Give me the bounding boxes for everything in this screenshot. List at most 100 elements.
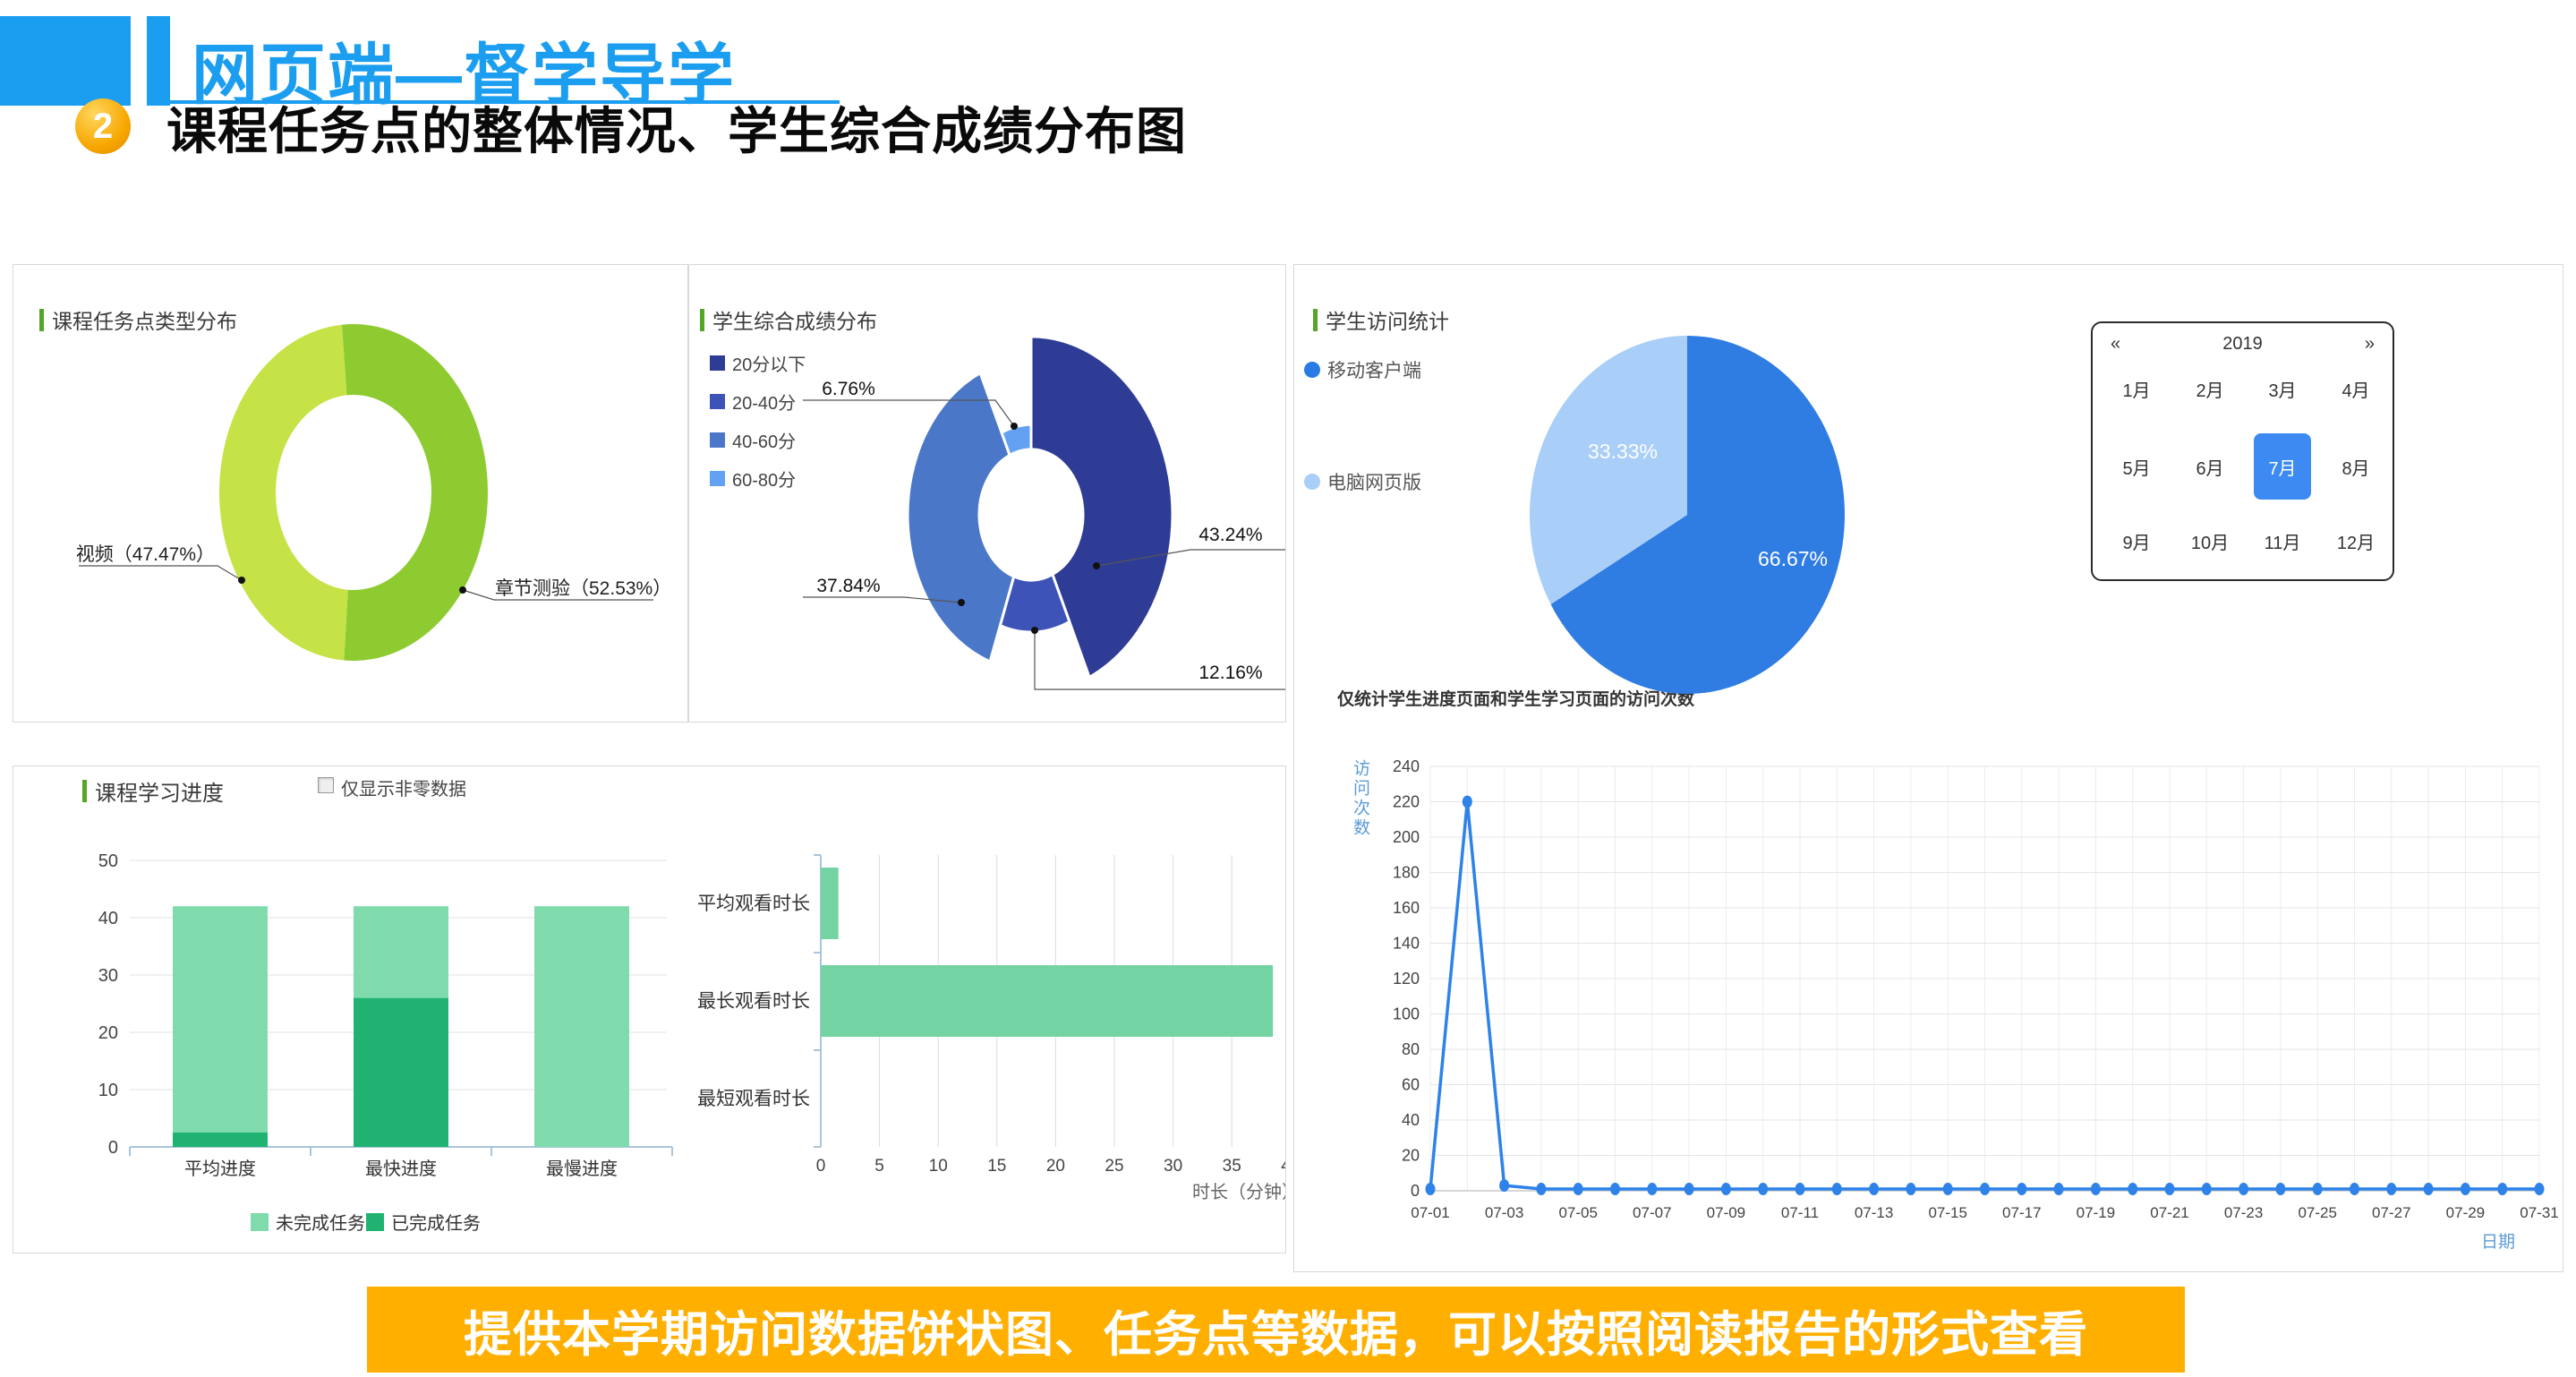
y-tick-label: 0 — [1411, 1182, 1420, 1200]
calendar-month-11月[interactable]: 11月 — [2264, 533, 2301, 553]
data-point-1[interactable] — [1425, 1183, 1436, 1196]
bar-unfinished-最快进度[interactable] — [354, 906, 448, 998]
data-point-11[interactable] — [1795, 1183, 1805, 1196]
legend-finished[interactable]: 已完成任务 — [366, 1209, 481, 1235]
donut-slice-章节测验[interactable] — [341, 323, 489, 661]
calendar-month-6月[interactable]: 6月 — [2196, 458, 2224, 479]
calendar-month-12月[interactable]: 12月 — [2336, 533, 2376, 553]
calendar-prev-icon[interactable]: « — [2111, 334, 2121, 354]
data-point-12[interactable] — [1831, 1183, 1842, 1196]
data-point-29[interactable] — [2460, 1183, 2470, 1196]
data-point-13[interactable] — [1869, 1183, 1880, 1196]
data-point-30[interactable] — [2497, 1183, 2508, 1196]
rose-slice-20分以下[interactable] — [1029, 335, 1174, 680]
rose-slice-60-80分[interactable] — [1000, 423, 1033, 458]
legend-visit-web[interactable]: 电脑网页版 — [1304, 468, 1421, 495]
data-point-14[interactable] — [1906, 1183, 1916, 1196]
daily-visits-line-chart[interactable]: 0 20 40 60 80 100 120 140 160 180 200 220 240 07-01 07… — [1295, 730, 2562, 1270]
data-point-26[interactable] — [2350, 1183, 2359, 1196]
calendar-header: « 2019 » — [2093, 334, 2393, 355]
data-point-7[interactable] — [1647, 1183, 1658, 1196]
x-tick-label: 07-23 — [2224, 1204, 2263, 1221]
data-point-23[interactable] — [2239, 1183, 2249, 1196]
calendar-month-10月[interactable]: 10月 — [2190, 533, 2230, 553]
donut-slice-视频[interactable] — [219, 324, 348, 661]
nonzero-only-checkbox[interactable] — [318, 777, 334, 793]
data-point-5[interactable] — [1573, 1183, 1583, 1196]
legend-score-0[interactable]: 20分以下 — [710, 350, 806, 376]
label-dot — [238, 577, 245, 584]
x-tick-label: 20 — [1046, 1157, 1065, 1176]
x-tick-label: 35 — [1223, 1157, 1241, 1176]
green-accent-icon — [1313, 308, 1318, 331]
x-tick-label: 07-29 — [2446, 1204, 2485, 1221]
data-point-18[interactable] — [2053, 1183, 2064, 1196]
bar-unfinished-平均进度[interactable] — [173, 906, 268, 1133]
slice-label: 37.84% — [816, 576, 880, 596]
calendar-month-4月[interactable]: 4月 — [2341, 381, 2370, 401]
progress-title: 课程学习进度 — [82, 775, 224, 807]
rose-slice-40-60分[interactable] — [906, 371, 1016, 664]
data-point-28[interactable] — [2423, 1183, 2434, 1196]
data-point-19[interactable] — [2090, 1183, 2101, 1196]
data-point-2[interactable] — [1462, 795, 1472, 808]
score-rose-chart[interactable]: 6.76% 43.24% 37.84% 12.16% — [688, 264, 1286, 723]
x-category-label: 最慢进度 — [546, 1159, 618, 1179]
calendar-month-8月[interactable]: 8月 — [2341, 458, 2370, 479]
x-tick-label: 0 — [816, 1157, 826, 1176]
calendar-year: 2019 — [2222, 334, 2263, 354]
legend-score-2[interactable]: 40-60分 — [710, 427, 796, 453]
visit-stats-title: 学生访问统计 — [1313, 304, 1449, 335]
line-chart-xlabel: 日期 — [2481, 1233, 2516, 1252]
data-point-9[interactable] — [1720, 1183, 1731, 1196]
calendar-month-9月[interactable]: 9月 — [2122, 533, 2151, 553]
legend-visit-mobile[interactable]: 移动客户端 — [1304, 356, 1421, 383]
calendar-month-7月[interactable]: 7月 — [2254, 433, 2311, 500]
data-point-16[interactable] — [1980, 1183, 1990, 1196]
task-type-donut-chart[interactable]: 视频（47.47%） 章节测验（52.53%） — [13, 264, 688, 723]
legend-score-1[interactable]: 20-40分 — [710, 389, 796, 415]
calendar-month-1月[interactable]: 1月 — [2122, 381, 2151, 401]
legend-score-3[interactable]: 60-80分 — [710, 466, 796, 492]
bar-done-最快进度[interactable] — [354, 997, 448, 1147]
visit-pie-chart[interactable]: 33.33% 66.67% — [1293, 304, 2081, 721]
y-tick-label: 10 — [98, 1081, 118, 1100]
data-point-31[interactable] — [2534, 1183, 2545, 1196]
x-tick-label: 07-17 — [2002, 1204, 2041, 1221]
progress-bar-charts[interactable]: 0 10 20 30 40 50 平均进度 最快进度 最慢进度 0 5 10 15 20 25 30 35 40 平… — [13, 766, 1285, 1253]
hbar-最长观看时长[interactable] — [821, 965, 1274, 1037]
data-point-3[interactable] — [1499, 1179, 1510, 1193]
green-accent-icon — [700, 308, 704, 331]
calendar-month-5月[interactable]: 5月 — [2122, 458, 2151, 479]
legend-dot-icon — [1304, 474, 1320, 490]
data-point-21[interactable] — [2164, 1183, 2175, 1196]
task-type-title: 课程任务点类型分布 — [39, 304, 237, 335]
data-point-4[interactable] — [1536, 1183, 1547, 1196]
data-point-17[interactable] — [2017, 1183, 2027, 1196]
data-point-24[interactable] — [2275, 1183, 2286, 1196]
green-accent-icon — [39, 308, 44, 331]
calendar-month-2月[interactable]: 2月 — [2196, 381, 2224, 401]
bar-done-平均进度[interactable] — [173, 1133, 268, 1147]
hbar-平均观看时长[interactable] — [821, 868, 839, 939]
data-point-10[interactable] — [1758, 1183, 1769, 1196]
data-point-15[interactable] — [1942, 1183, 1953, 1196]
section-title: 课程任务点的整体情况、学生综合成绩分布图 — [166, 103, 1187, 159]
slice-label: 视频（47.47%） — [76, 544, 215, 565]
slice-label: 6.76% — [822, 379, 875, 399]
data-point-6[interactable] — [1610, 1183, 1620, 1196]
calendar-next-icon[interactable]: » — [2364, 334, 2375, 354]
pie-slice-电脑网页版[interactable] — [1530, 336, 1687, 604]
hbar-category-label: 最长观看时长 — [697, 991, 810, 1012]
data-point-22[interactable] — [2201, 1183, 2212, 1196]
data-point-8[interactable] — [1684, 1183, 1694, 1196]
hbar-xlabel: 时长（分钟） — [1192, 1182, 1285, 1202]
y-tick-label: 220 — [1393, 793, 1420, 811]
data-point-25[interactable] — [2312, 1183, 2323, 1196]
data-point-20[interactable] — [2128, 1183, 2138, 1196]
pie-slice-移动客户端[interactable] — [1550, 336, 1846, 694]
bar-unfinished-最慢进度[interactable] — [534, 906, 629, 1147]
legend-unfinished[interactable]: 未完成任务 — [251, 1209, 365, 1235]
calendar-month-3月[interactable]: 3月 — [2268, 381, 2297, 401]
data-point-27[interactable] — [2386, 1183, 2397, 1196]
